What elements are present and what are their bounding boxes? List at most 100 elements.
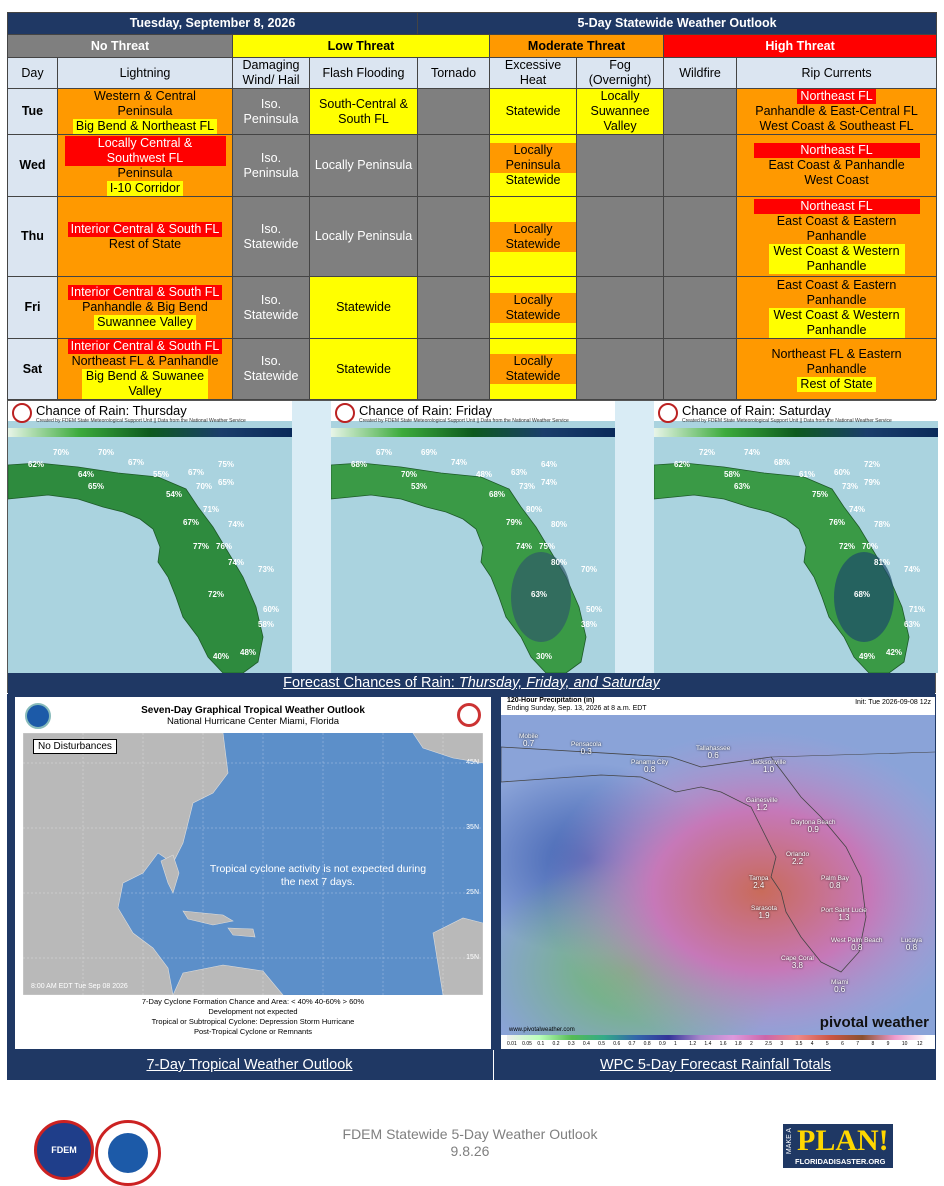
city-precip-label: Lucaya 0.8 — [901, 937, 922, 952]
city-precip-label: Port Saint Lucie 1.3 — [821, 907, 867, 922]
tropical-message: Tropical cyclone activity is not expecte… — [209, 863, 427, 888]
rip-text: West Coast & Southeast FL — [759, 119, 914, 133]
rain-chance-label: 70% — [53, 448, 69, 457]
rain-scale-bar — [8, 428, 292, 437]
rain-chance-label: 70% — [581, 565, 597, 574]
wpc-scale-bar: 0.01 0.05 0.1 0.2 0.3 0.4 0.5 0.6 0.7 0.8 0.9 1 1.2 1… — [501, 1035, 935, 1049]
scale-tick-label: 3 — [780, 1041, 784, 1047]
legend-high-threat: High Threat — [663, 34, 938, 58]
city-precip-value: 0.8 — [851, 943, 863, 952]
tropical-legend: 7-Day Cyclone Formation Chance and Area:… — [15, 997, 491, 1037]
rain-chance-label: 53% — [411, 482, 427, 491]
rain-chance-label: 63% — [734, 482, 750, 491]
lat-label: 15N — [466, 954, 479, 961]
lightning-text: Western & Central — [94, 89, 196, 103]
rip-text: Northeast FL — [753, 143, 920, 158]
city-precip-label: West Palm Beach 0.8 — [831, 937, 883, 952]
rain-chance-label: 80% — [526, 505, 542, 514]
lightning-text: Suwannee Valley — [94, 315, 196, 330]
wind-cell: Iso. Peninsula — [232, 88, 310, 135]
heat-cell: Locally Peninsula Statewide — [489, 134, 578, 197]
make-a-plan-logo[interactable]: MAKE A PLAN! FLORIDADISASTER.ORG — [783, 1124, 893, 1168]
lightning-cell: Interior Central & South FL Panhandle & … — [57, 276, 233, 339]
nws-logo-icon — [108, 1133, 148, 1173]
outlook-table-wrapper: Tuesday, September 8, 2026 5-Day Statewi… — [6, 12, 938, 400]
scale-tick-label: 6 — [841, 1041, 844, 1047]
scale-tick-label: 4 — [810, 1041, 814, 1047]
city-precip-label: Cape Coral 3.8 — [781, 955, 814, 970]
atlantic-map: No Disturbances Tropical cyclone activit… — [23, 733, 483, 995]
fog-cell — [576, 196, 665, 277]
table-row: Thu Interior Central & South FL Rest of … — [7, 196, 938, 277]
florida-rain-map: 68% 67% 69% 74% 70% 53% 48% 63% 64% 68% 73% 74% 80% 8… — [331, 448, 602, 673]
scale-tick-label: 0.9 — [658, 1041, 666, 1047]
fog-cell — [576, 134, 665, 197]
col-header-lightning: Lightning — [57, 57, 233, 89]
rain-chance-label: 42% — [886, 648, 902, 657]
wpc-scale-labels: 0.01 0.05 0.1 0.2 0.3 0.4 0.5 0.6 0.7 0.8 0.9 1 1.2 1… — [507, 1041, 927, 1049]
rain-chance-label: 79% — [506, 518, 522, 527]
rip-text: Northeast FL — [753, 199, 920, 214]
rip-text: Northeast FL & Eastern Panhandle — [771, 346, 902, 376]
rain-chance-label: 73% — [519, 482, 535, 491]
rain-map-credit: Created by FDEM State Meteorological Sup… — [359, 418, 569, 424]
wpc-caption-text: WPC 5-Day Forecast Rainfall Totals — [599, 1057, 831, 1073]
table-row: Fri Interior Central & South FL Panhandl… — [7, 276, 938, 339]
rip-text: West Coast & Western Panhandle — [768, 307, 905, 338]
high-chance-area — [511, 552, 571, 642]
wildfire-cell — [663, 196, 738, 277]
rain-scale-bar — [331, 428, 615, 437]
outlook-table: Tuesday, September 8, 2026 5-Day Statewi… — [6, 12, 938, 400]
lightning-text: Peninsula — [117, 165, 173, 180]
heat-cell: Locally Statewide — [489, 338, 578, 400]
high-chance-area — [834, 552, 894, 642]
scale-tick-label: 10 — [901, 1041, 908, 1047]
rip-cell: Northeast FL Panhandle & East-Central FL… — [736, 88, 938, 135]
col-header-wildfire: Wildfire — [663, 57, 738, 89]
rain-chance-label: 38% — [581, 620, 597, 629]
legend-low-threat: Low Threat — [231, 34, 491, 58]
wpc-site: www.pivotalweather.com — [509, 1027, 575, 1033]
rain-chance-label: 65% — [218, 478, 234, 487]
rain-chance-label: 67% — [183, 518, 199, 527]
city-name: Cape Coral — [781, 955, 814, 962]
wildfire-cell — [663, 134, 738, 197]
scale-tick-label: 8 — [871, 1041, 875, 1047]
legend-line: Tropical or Subtropical Cyclone: Depress… — [151, 1017, 355, 1026]
footer: FDEM FDEM Statewide 5-Day Weather Outloo… — [0, 1080, 944, 1186]
rain-chance-label: 63% — [511, 468, 527, 477]
rain-map-title: Chance of Rain: Saturday — [654, 401, 938, 421]
flood-cell: Locally Peninsula — [308, 196, 419, 277]
city-precip-label: Daytona Beach 0.9 — [791, 819, 835, 834]
city-precip-label: Jacksonville 1.0 — [751, 759, 786, 774]
city-precip-label: Tallahassee 0.6 — [696, 745, 730, 760]
fdem-badge-icon — [12, 403, 32, 423]
lightning-text: Peninsula — [117, 104, 173, 118]
rain-map-title: Chance of Rain: Friday — [331, 401, 615, 421]
rain-chance-label: 70% — [401, 470, 417, 479]
rain-chance-label: 72% — [699, 448, 715, 457]
city-name: Panama City — [631, 759, 669, 766]
rain-map-friday: Chance of Rain: Friday Created by FDEM S… — [331, 401, 615, 673]
rain-chance-label: 48% — [476, 470, 492, 479]
scale-tick-label: 0.6 — [613, 1041, 621, 1047]
rip-cell: Northeast FL & Eastern Panhandle Rest of… — [736, 338, 938, 400]
tropical-timestamp: 8:00 AM EDT Tue Sep 08 2026 — [31, 983, 128, 990]
rip-text: West Coast — [804, 173, 869, 187]
footer-text: FDEM Statewide 5-Day Weather Outlook 9.8… — [270, 1126, 670, 1160]
rain-chance-label: 69% — [421, 448, 437, 457]
rain-chance-label: 64% — [541, 460, 557, 469]
city-precip-value: 0.3 — [580, 747, 592, 756]
rain-chance-label: 68% — [351, 460, 367, 469]
scale-tick-label: 0.7 — [628, 1041, 636, 1047]
rip-text: Rest of State — [797, 376, 876, 392]
wind-cell: Iso. Peninsula — [232, 134, 310, 197]
lightning-text: Interior Central & South FL — [67, 221, 223, 237]
rain-chance-label: 62% — [674, 460, 690, 469]
wildfire-cell — [663, 338, 738, 400]
lightning-text: Interior Central & South FL — [67, 339, 223, 354]
wpc-header: 120-Hour Precipitation (in) Ending Sunda… — [501, 697, 935, 715]
florida-rain-map: 62% 72% 74% 68% 58% 63% 61% 60% 72% 75% 73% 79% 74% 7… — [654, 448, 925, 673]
city-name: Tampa — [749, 875, 769, 882]
wpc-init: Init: Tue 2026-09-08 12z — [855, 699, 931, 706]
